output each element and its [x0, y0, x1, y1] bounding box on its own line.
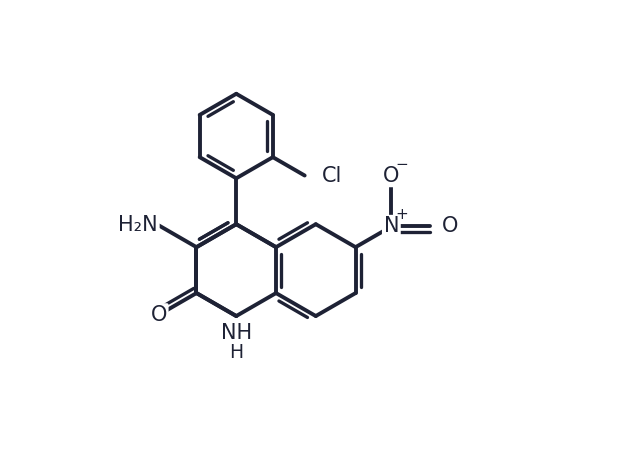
Text: H: H: [229, 343, 243, 362]
Text: Cl: Cl: [322, 165, 342, 186]
Text: O: O: [150, 305, 167, 325]
Text: +: +: [396, 207, 408, 222]
Text: O: O: [383, 165, 399, 186]
Text: NH: NH: [221, 323, 252, 343]
Text: O: O: [442, 217, 459, 236]
Text: −: −: [396, 157, 408, 172]
Text: H₂N: H₂N: [118, 215, 158, 235]
Text: N: N: [383, 217, 399, 236]
